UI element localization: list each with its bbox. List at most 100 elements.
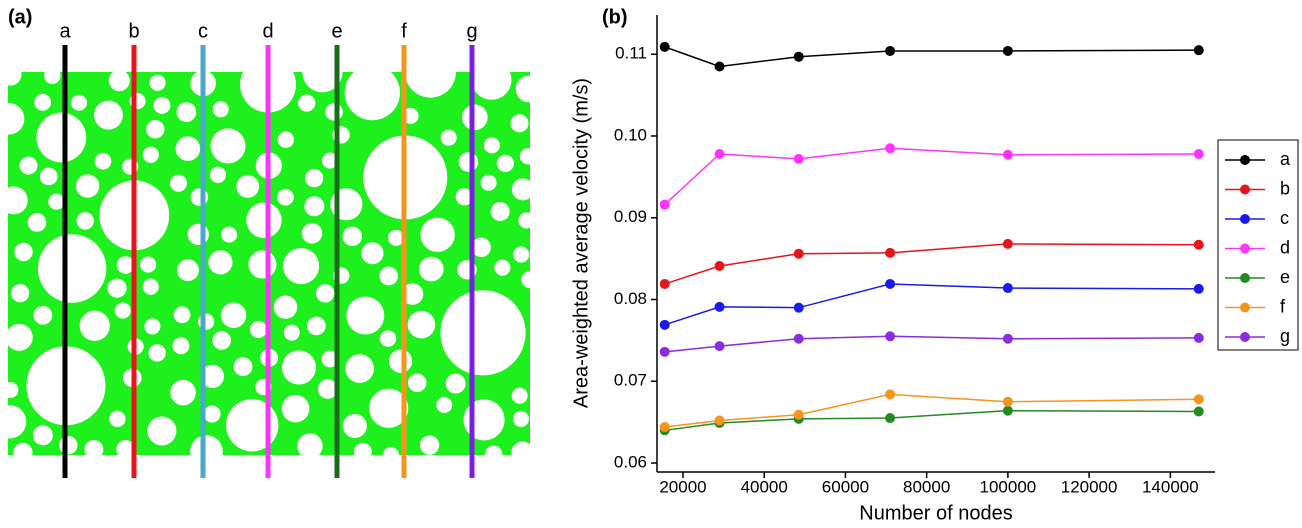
data-point <box>793 302 804 313</box>
x-tick-label: 80000 <box>903 477 950 496</box>
pore <box>344 72 401 121</box>
pore <box>43 72 61 84</box>
pore <box>190 188 209 206</box>
data-point <box>885 278 896 289</box>
legend-marker <box>1240 243 1250 254</box>
pore <box>208 250 233 275</box>
y-tick-label: 0.06 <box>614 452 647 471</box>
section-label: d <box>262 20 273 42</box>
pore <box>33 305 53 325</box>
pore <box>321 350 339 368</box>
pores <box>8 72 530 455</box>
data-point <box>885 45 896 56</box>
data-point <box>885 331 896 342</box>
pore <box>246 202 282 239</box>
pore <box>283 324 300 341</box>
data-point <box>1193 239 1204 250</box>
pore <box>11 284 30 303</box>
pore <box>480 174 497 191</box>
pore <box>107 278 127 298</box>
legend-label: c <box>1280 208 1289 228</box>
pore <box>407 310 436 339</box>
section-label: f <box>401 20 407 42</box>
pore <box>8 72 22 86</box>
data-point <box>714 260 725 271</box>
pore <box>177 259 199 282</box>
pore <box>220 302 247 328</box>
pore <box>226 399 279 452</box>
x-tick-label: 140000 <box>1142 477 1199 496</box>
legend-label: e <box>1280 267 1290 287</box>
legend-label: a <box>1280 149 1291 169</box>
legend-label: b <box>1280 178 1290 198</box>
y-tick-label: 0.09 <box>614 207 647 226</box>
pore <box>172 337 190 355</box>
pore <box>297 433 323 455</box>
pore <box>147 416 177 446</box>
pore <box>277 188 294 206</box>
pore <box>510 114 529 133</box>
section-label: c <box>198 20 208 42</box>
pore <box>402 107 419 124</box>
pore <box>369 388 409 428</box>
pore <box>108 72 130 92</box>
pore <box>305 169 324 188</box>
x-tick-label: 100000 <box>980 477 1037 496</box>
data-point <box>714 415 725 426</box>
legend-marker <box>1240 332 1250 342</box>
series-line <box>664 46 1199 68</box>
pore <box>436 397 453 414</box>
pore <box>301 223 323 244</box>
series-line <box>664 335 1199 353</box>
pore <box>496 154 514 173</box>
pore <box>8 186 28 215</box>
legend-label: d <box>1280 237 1290 257</box>
data-point <box>659 199 670 210</box>
pore <box>483 137 500 154</box>
pore <box>317 379 338 399</box>
data-point <box>1193 394 1204 405</box>
pore <box>511 387 528 404</box>
data-point <box>793 409 804 420</box>
pore <box>277 131 295 148</box>
data-point <box>1002 45 1013 56</box>
panel-label: (a) <box>8 6 32 28</box>
data-point <box>1193 283 1204 294</box>
pore <box>48 193 65 210</box>
data-point <box>659 41 670 52</box>
pore <box>418 256 444 282</box>
pore <box>388 229 405 246</box>
legend <box>1217 139 1299 351</box>
pore <box>455 188 473 206</box>
data-point <box>885 247 896 258</box>
pore <box>513 246 530 263</box>
legend-marker <box>1240 302 1250 313</box>
pore <box>248 250 277 279</box>
pore <box>471 237 491 258</box>
pore <box>19 156 38 175</box>
pore <box>144 318 161 335</box>
x-tick-label: 60000 <box>822 477 869 496</box>
data-point <box>659 278 670 289</box>
pore <box>342 226 363 247</box>
data-point <box>659 422 670 433</box>
legend-label: g <box>1280 326 1290 346</box>
pore <box>304 196 325 217</box>
pore <box>79 310 110 341</box>
section-label: g <box>466 20 477 42</box>
pore <box>32 425 53 446</box>
section-label: b <box>128 20 139 42</box>
pore <box>153 96 171 114</box>
data-point <box>1002 149 1013 160</box>
pore <box>342 414 367 439</box>
pore <box>353 442 372 455</box>
pore <box>170 379 196 406</box>
y-axis-label: Area-weighted average velocity (m/s) <box>570 78 592 408</box>
pore <box>419 435 440 455</box>
x-tick-label: 20000 <box>659 477 706 496</box>
data-point <box>885 143 896 154</box>
pore <box>345 354 375 383</box>
pore <box>302 72 343 93</box>
